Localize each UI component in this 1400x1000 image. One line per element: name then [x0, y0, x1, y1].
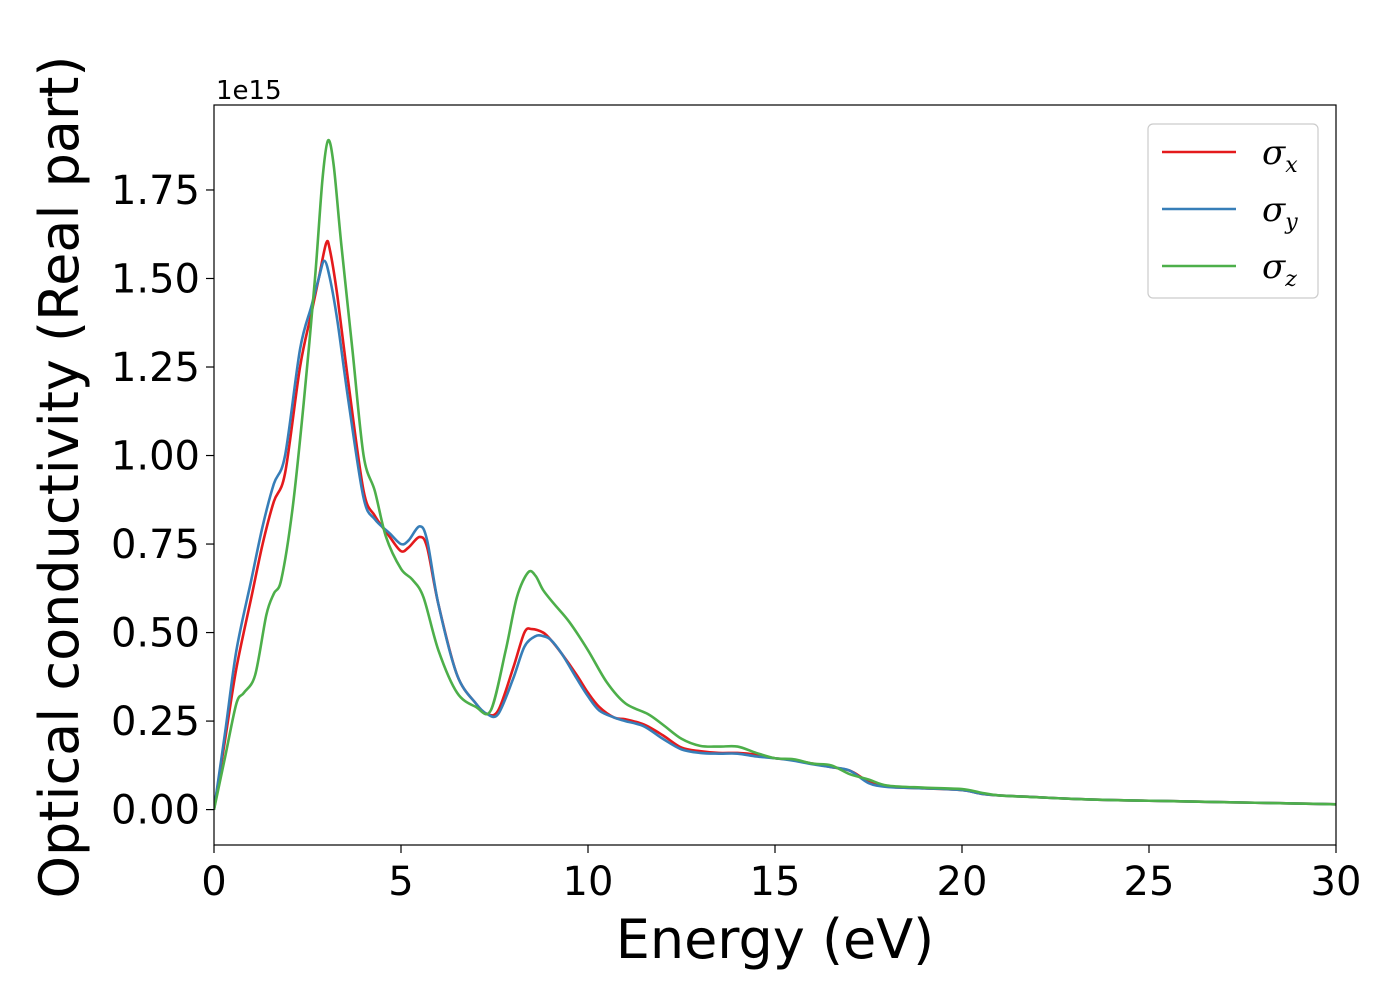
x-tick-label: 15: [750, 859, 801, 905]
legend-box: [1147, 123, 1319, 299]
y-axis-ticks: 0.00 0.25 0.50 0.75 1.00 1.25 1.50 1.75: [111, 168, 214, 834]
series-layer: [214, 138, 1336, 810]
y-tick-label: 0.75: [111, 522, 200, 568]
x-tick-label: 5: [388, 859, 413, 905]
legend-label-base: σ: [1262, 247, 1286, 287]
legend-label-base: σ: [1262, 190, 1286, 230]
series-line-z: [214, 138, 1336, 810]
legend-label-base: σ: [1262, 133, 1286, 173]
x-axis-ticks: 0 5 10 15 20 25 30: [201, 845, 1361, 905]
y-offset-label: 1e15: [216, 76, 282, 106]
x-tick-label: 10: [563, 859, 614, 905]
x-tick-label: 0: [201, 859, 226, 905]
x-tick-label: 20: [937, 859, 988, 905]
legend-label-subscript: y: [1284, 210, 1298, 235]
y-tick-label: 1.25: [111, 345, 200, 391]
y-tick-label: 0.25: [111, 699, 200, 745]
legend-label-y: σy: [1262, 190, 1298, 235]
y-tick-label: 1.00: [111, 434, 200, 480]
legend-label-subscript: z: [1284, 267, 1297, 292]
y-tick-label: 0.00: [111, 788, 200, 834]
y-axis-title: Optical conductivity (Real part): [28, 56, 91, 899]
legend-label-x: σx: [1262, 133, 1298, 178]
x-tick-label: 25: [1124, 859, 1175, 905]
legend-label-z: σz: [1262, 247, 1297, 292]
x-tick-label: 30: [1311, 859, 1362, 905]
legend-label-subscript: x: [1285, 153, 1298, 178]
x-axis-title: Energy (eV): [616, 908, 935, 971]
y-tick-label: 0.50: [111, 611, 200, 657]
y-tick-label: 1.50: [111, 256, 200, 302]
y-tick-label: 1.75: [111, 168, 200, 214]
